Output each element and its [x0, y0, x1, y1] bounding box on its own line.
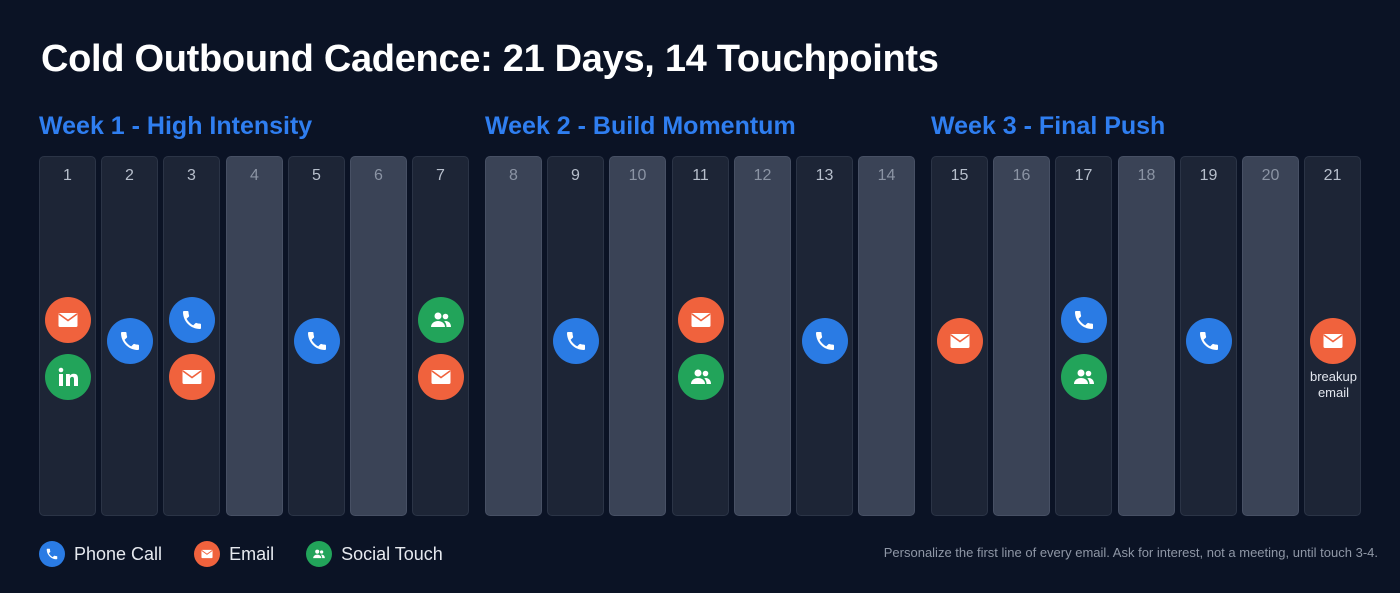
phone-icon	[1061, 297, 1107, 343]
email-icon	[169, 354, 215, 400]
phone-icon	[553, 318, 599, 364]
legend-item-phone: Phone Call	[39, 541, 162, 567]
phone-icon	[1186, 318, 1232, 364]
day-number: 7	[436, 167, 445, 184]
linkedin-icon	[45, 354, 91, 400]
day-number: 19	[1199, 167, 1218, 184]
phone-icon	[107, 318, 153, 364]
day-column: 21 breakup email	[1304, 156, 1361, 516]
footnote: Personalize the first line of every emai…	[883, 545, 1378, 560]
day-number: 12	[753, 167, 772, 184]
touch-label: breakup email	[1310, 369, 1357, 400]
week-title: Week 1 - High Intensity	[39, 112, 313, 140]
day-column: 2	[101, 156, 158, 516]
day-number: 3	[187, 167, 196, 184]
rest-day-column: 18	[1118, 156, 1175, 516]
day-column: 9	[547, 156, 604, 516]
email-icon	[45, 297, 91, 343]
day-number: 13	[815, 167, 834, 184]
day-column: 17	[1055, 156, 1112, 516]
day-number: 16	[1012, 167, 1031, 184]
email-icon	[678, 297, 724, 343]
day-number: 21	[1323, 167, 1342, 184]
email-icon	[418, 354, 464, 400]
rest-day-column: 16	[993, 156, 1050, 516]
email-icon	[937, 318, 983, 364]
legend-label: Email	[229, 543, 275, 564]
day-number: 2	[125, 167, 134, 184]
day-column: 13	[796, 156, 853, 516]
day-number: 18	[1137, 167, 1156, 184]
rest-day-column: 14	[858, 156, 915, 516]
rest-day-column: 10	[609, 156, 666, 516]
day-column: 5	[288, 156, 345, 516]
day-column: 3	[163, 156, 220, 516]
week-title: Week 2 - Build Momentum	[485, 112, 796, 140]
day-number: 5	[312, 167, 321, 184]
email-icon	[1310, 318, 1356, 364]
rest-day-column: 6	[350, 156, 407, 516]
day-number: 9	[571, 167, 580, 184]
week-title: Week 3 - Final Push	[931, 112, 1166, 140]
day-number: 10	[628, 167, 647, 184]
day-column: 1	[39, 156, 96, 516]
phone-icon	[169, 297, 215, 343]
rest-day-column: 12	[734, 156, 791, 516]
social-icon	[1061, 354, 1107, 400]
rest-day-column: 4	[226, 156, 283, 516]
phone-icon	[294, 318, 340, 364]
day-number: 20	[1261, 167, 1280, 184]
day-number: 4	[250, 167, 259, 184]
phone-icon	[39, 541, 65, 567]
day-number: 14	[877, 167, 896, 184]
day-number: 8	[509, 167, 518, 184]
rest-day-column: 20	[1242, 156, 1299, 516]
day-column: 11	[672, 156, 729, 516]
social-icon	[306, 541, 333, 567]
social-icon	[678, 354, 724, 400]
day-number: 15	[950, 167, 969, 184]
legend-label: Phone Call	[74, 543, 163, 564]
day-column: 19	[1180, 156, 1237, 516]
social-icon	[418, 297, 464, 343]
legend: Phone Call Email Social Touch	[39, 541, 443, 567]
phone-icon	[802, 318, 848, 364]
day-column: 15	[931, 156, 988, 516]
day-column: 7	[412, 156, 469, 516]
day-number: 17	[1074, 167, 1093, 184]
day-number: 1	[63, 167, 72, 184]
page-title: Cold Outbound Cadence: 21 Days, 14 Touch…	[41, 38, 939, 80]
legend-item-email: Email	[194, 541, 274, 567]
legend-label: Social Touch	[341, 543, 443, 564]
email-icon	[194, 541, 221, 567]
legend-item-social: Social Touch	[306, 541, 443, 567]
rest-day-column: 8	[485, 156, 542, 516]
day-number: 6	[374, 167, 383, 184]
day-number: 11	[692, 167, 709, 184]
